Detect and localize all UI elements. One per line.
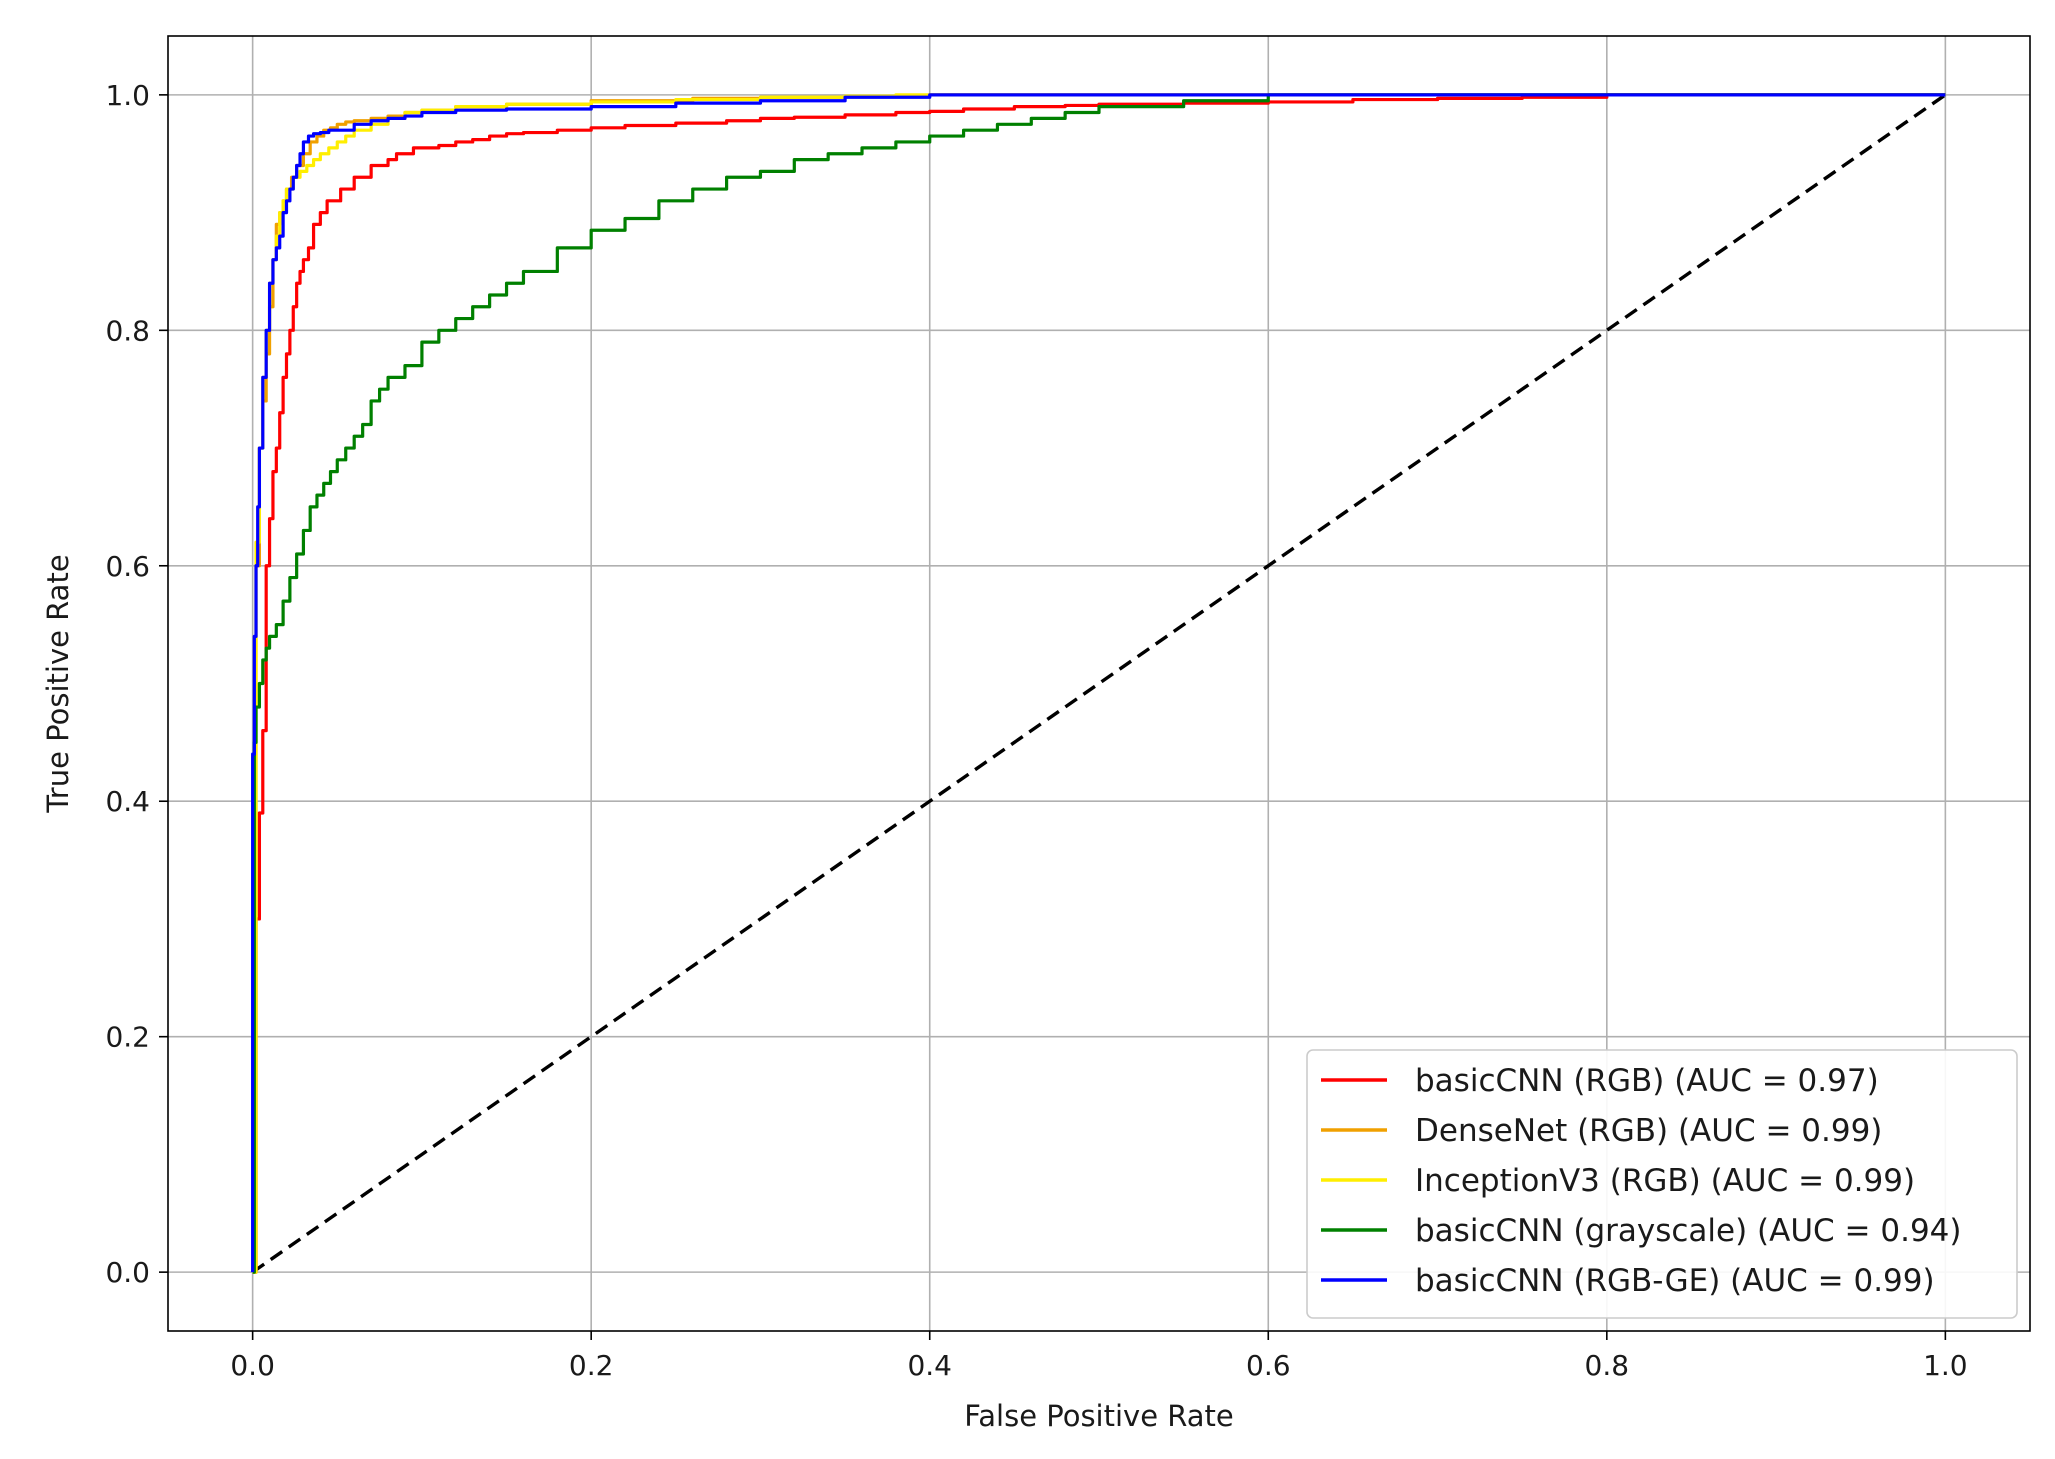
roc-series-line-1 [252,93,1946,1274]
roc-series-line-5 [251,93,1946,1273]
legend-box [1306,1049,2018,1319]
grid-layer [168,36,2030,1331]
x-tick-label: 1.0 [1923,1349,1968,1382]
y-tick-label: 0.6 [105,550,150,583]
y-tick-label: 0.4 [105,785,150,818]
x-tick-label: 0.2 [569,1349,614,1382]
y-tick-label: 1.0 [105,79,150,112]
y-tick-label: 0.2 [105,1021,150,1054]
legend: basicCNN (RGB) (AUC = 0.97) DenseNet (RGB… [1306,1049,2018,1319]
x-tick-label: 0.4 [907,1349,952,1382]
tick-layer: 0.0 0.2 0.4 0.6 0.8 1.0 0.0 0.2 0.4 0.6 0.8 1.0 [105,79,1967,1382]
chance-reference-line [251,93,1947,1274]
y-axis-label: True Positive Rate [41,554,75,813]
legend-entry-label: basicCNN (RGB-GE) (AUC = 0.99) [1415,1263,1935,1299]
series-layer [251,93,1947,1274]
x-tick-label: 0.0 [230,1349,275,1382]
y-tick-label: 0.8 [105,314,150,347]
x-axis-label: False Positive Rate [964,1399,1234,1433]
roc-series-line-4 [252,93,1946,1274]
x-tick-label: 0.6 [1246,1349,1291,1382]
legend-entry-label: basicCNN (RGB) (AUC = 0.97) [1415,1063,1879,1099]
legend-entry-label: basicCNN (grayscale) (AUC = 0.94) [1415,1213,1961,1249]
y-tick-label: 0.0 [105,1256,150,1289]
x-tick-label: 0.8 [1585,1349,1630,1382]
plot-frame [167,35,2031,1332]
legend-entry-label: DenseNet (RGB) (AUC = 0.99) [1415,1113,1882,1149]
legend-entry-label: InceptionV3 (RGB) (AUC = 0.99) [1415,1163,1915,1199]
